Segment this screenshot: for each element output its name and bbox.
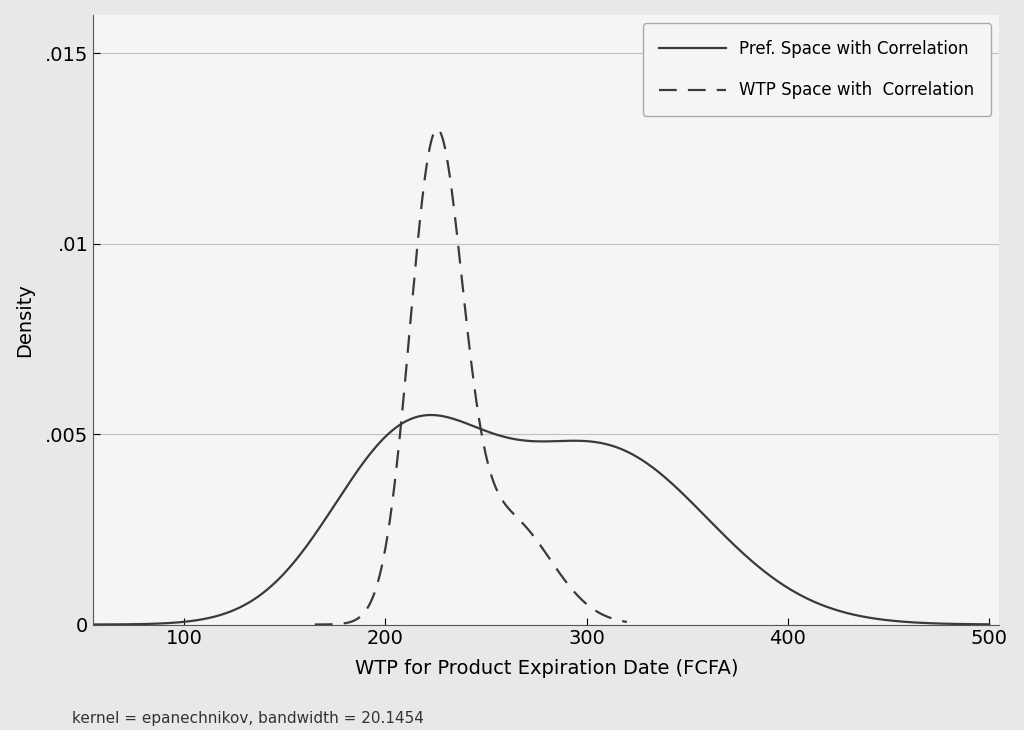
X-axis label: WTP for Product Expiration Date (FCFA): WTP for Product Expiration Date (FCFA): [354, 659, 738, 678]
Y-axis label: Density: Density: [15, 283, 34, 357]
Legend: Pref. Space with Correlation, WTP Space with  Correlation: Pref. Space with Correlation, WTP Space …: [642, 23, 991, 116]
Text: kernel = epanechnikov, bandwidth = 20.1454: kernel = epanechnikov, bandwidth = 20.14…: [72, 711, 424, 726]
